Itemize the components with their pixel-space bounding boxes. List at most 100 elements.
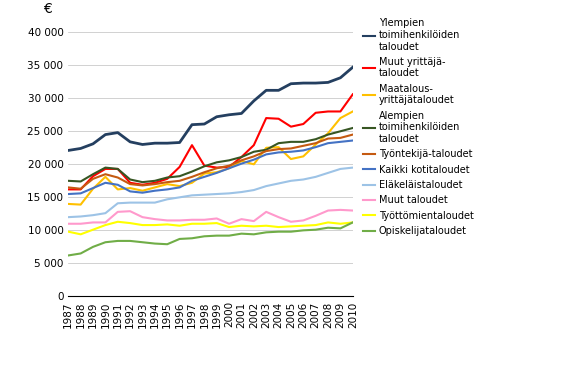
Muut taloudet	[337, 207, 344, 212]
Työntekijä-taloudet	[176, 179, 183, 183]
Alempien
toimihenkilöiden
taloudet	[139, 180, 146, 184]
Muut yrittäjä-
taloudet	[287, 124, 294, 129]
Alempien
toimihenkilöiden
taloudet	[325, 132, 332, 137]
Muut yrittäjä-
taloudet	[89, 174, 96, 179]
Opiskelijataloudet	[337, 226, 344, 231]
Työttömientaloudet	[349, 220, 356, 225]
Line: Opiskelijataloudet: Opiskelijataloudet	[68, 222, 353, 255]
Ylempien
toimihenkilöiden
taloudet	[238, 111, 245, 116]
Muut yrittäjä-
taloudet	[312, 111, 319, 115]
Työttömientaloudet	[201, 222, 208, 226]
Alempien
toimihenkilöiden
taloudet	[164, 175, 171, 180]
Työttömientaloudet	[238, 223, 245, 228]
Muut yrittäjä-
taloudet	[201, 163, 208, 168]
Eläkeläistaloudet	[127, 200, 134, 205]
Työntekijä-taloudet	[188, 174, 195, 179]
Alempien
toimihenkilöiden
taloudet	[176, 174, 183, 179]
Alempien
toimihenkilöiden
taloudet	[349, 126, 356, 130]
Työttömientaloudet	[114, 220, 121, 224]
Maatalous-
yrittäjätaloudet	[226, 166, 233, 171]
Maatalous-
yrittäjätaloudet	[151, 185, 158, 190]
Työttömientaloudet	[337, 222, 344, 226]
Työttömientaloudet	[263, 223, 270, 228]
Opiskelijataloudet	[312, 227, 319, 232]
Kaikki kotitaloudet	[201, 174, 208, 179]
Muut yrittäjä-
taloudet	[213, 165, 220, 170]
Muut yrittäjä-
taloudet	[337, 109, 344, 114]
Eläkeläistaloudet	[250, 188, 257, 192]
Kaikki kotitaloudet	[238, 162, 245, 166]
Alempien
toimihenkilöiden
taloudet	[263, 147, 270, 152]
Työntekijä-taloudet	[114, 175, 121, 180]
Kaikki kotitaloudet	[275, 150, 282, 155]
Eläkeläistaloudet	[176, 195, 183, 200]
Ylempien
toimihenkilöiden
taloudet	[312, 81, 319, 86]
Työttömientaloudet	[65, 230, 72, 234]
Line: Muut taloudet: Muut taloudet	[68, 210, 353, 224]
Työntekijä-taloudet	[337, 136, 344, 140]
Opiskelijataloudet	[89, 245, 96, 249]
Opiskelijataloudet	[102, 240, 109, 244]
Alempien
toimihenkilöiden
taloudet	[275, 141, 282, 146]
Line: Ylempien
toimihenkilöiden
taloudet: Ylempien toimihenkilöiden taloudet	[68, 67, 353, 150]
Kaikki kotitaloudet	[349, 138, 356, 143]
Työntekijä-taloudet	[250, 154, 257, 159]
Ylempien
toimihenkilöiden
taloudet	[114, 130, 121, 135]
Opiskelijataloudet	[151, 241, 158, 246]
Text: €: €	[43, 2, 51, 16]
Eläkeläistaloudet	[77, 214, 84, 219]
Kaikki kotitaloudet	[287, 149, 294, 154]
Työntekijä-taloudet	[164, 180, 171, 184]
Muut yrittäjä-
taloudet	[77, 187, 84, 192]
Eläkeläistaloudet	[188, 193, 195, 198]
Työntekijä-taloudet	[65, 185, 72, 190]
Työntekijä-taloudet	[89, 177, 96, 181]
Alempien
toimihenkilöiden
taloudet	[250, 149, 257, 154]
Muut yrittäjä-
taloudet	[263, 116, 270, 120]
Maatalous-
yrittäjätaloudet	[77, 202, 84, 207]
Työntekijä-taloudet	[263, 149, 270, 154]
Ylempien
toimihenkilöiden
taloudet	[275, 88, 282, 93]
Kaikki kotitaloudet	[89, 186, 96, 190]
Kaikki kotitaloudet	[164, 187, 171, 192]
Opiskelijataloudet	[325, 225, 332, 230]
Työttömientaloudet	[287, 224, 294, 229]
Ylempien
toimihenkilöiden
taloudet	[201, 122, 208, 126]
Kaikki kotitaloudet	[226, 166, 233, 171]
Eläkeläistaloudet	[325, 171, 332, 175]
Muut yrittäjä-
taloudet	[114, 167, 121, 171]
Eläkeläistaloudet	[349, 165, 356, 170]
Työttömientaloudet	[77, 232, 84, 237]
Opiskelijataloudet	[349, 220, 356, 225]
Muut yrittäjä-
taloudet	[238, 155, 245, 159]
Opiskelijataloudet	[300, 228, 307, 233]
Muut taloudet	[300, 218, 307, 223]
Line: Eläkeläistaloudet: Eläkeläistaloudet	[68, 168, 353, 217]
Kaikki kotitaloudet	[65, 192, 72, 196]
Legend: Ylempien
toimihenkilöiden
taloudet, Muut yrittäjä-
taloudet, Maatalous-
yrittäjä: Ylempien toimihenkilöiden taloudet, Muut…	[364, 18, 474, 236]
Maatalous-
yrittäjätaloudet	[102, 174, 109, 179]
Maatalous-
yrittäjätaloudet	[337, 116, 344, 120]
Eläkeläistaloudet	[151, 200, 158, 205]
Muut yrittäjä-
taloudet	[176, 165, 183, 169]
Ylempien
toimihenkilöiden
taloudet	[188, 122, 195, 127]
Eläkeläistaloudet	[139, 200, 146, 205]
Ylempien
toimihenkilöiden
taloudet	[213, 114, 220, 119]
Alempien
toimihenkilöiden
taloudet	[300, 139, 307, 144]
Työttömientaloudet	[250, 224, 257, 229]
Maatalous-
yrittäjätaloudet	[349, 109, 356, 114]
Muut taloudet	[287, 220, 294, 224]
Muut yrittäjä-
taloudet	[102, 167, 109, 171]
Työntekijä-taloudet	[238, 158, 245, 163]
Työttömientaloudet	[139, 223, 146, 227]
Ylempien
toimihenkilöiden
taloudet	[77, 146, 84, 151]
Opiskelijataloudet	[65, 253, 72, 258]
Työntekijä-taloudet	[151, 182, 158, 187]
Muut taloudet	[250, 219, 257, 223]
Maatalous-
yrittäjätaloudet	[139, 188, 146, 193]
Ylempien
toimihenkilöiden
taloudet	[89, 142, 96, 146]
Opiskelijataloudet	[275, 230, 282, 234]
Ylempien
toimihenkilöiden
taloudet	[102, 132, 109, 137]
Kaikki kotitaloudet	[77, 191, 84, 196]
Eläkeläistaloudet	[65, 215, 72, 219]
